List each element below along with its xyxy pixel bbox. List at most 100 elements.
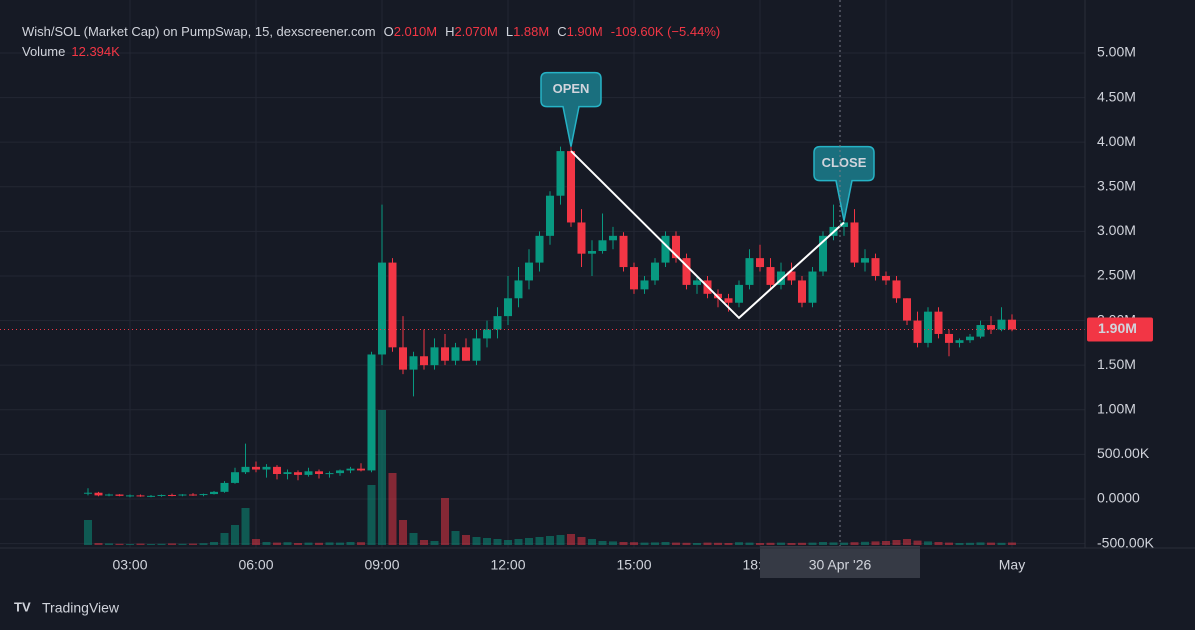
logo: TV: [14, 599, 31, 614]
volume-bar: [157, 543, 166, 545]
x-tick-label: May: [999, 557, 1025, 573]
candle-body: [252, 466, 260, 470]
volume-bar: [546, 536, 554, 545]
x-tick-label: 15:00: [616, 557, 651, 573]
candle-body: [766, 267, 775, 285]
volume-bar: [525, 538, 533, 545]
callout-label: OPEN: [553, 81, 590, 96]
volume-bar: [745, 542, 754, 545]
volume-bar: [577, 537, 586, 545]
candle-body: [409, 356, 418, 370]
candle-body: [735, 284, 743, 303]
volume-bar: [997, 542, 1006, 545]
candle-body: [168, 494, 176, 496]
volume-bar: [924, 541, 932, 545]
volume-bar: [126, 544, 134, 545]
y-tick-label: -500.00K: [1097, 534, 1154, 550]
volume-bar: [220, 533, 229, 545]
candle-body: [441, 347, 449, 361]
volume-bar: [346, 542, 355, 545]
candle-body: [672, 235, 680, 259]
volume-bar: [178, 543, 187, 545]
candle-body: [871, 258, 880, 276]
y-tick-label: 3.50M: [1097, 177, 1136, 193]
candle-body: [619, 235, 628, 268]
trend-line: [570, 150, 845, 320]
volume-bar: [903, 539, 911, 545]
candle-body: [588, 251, 596, 254]
volume-bar: [462, 535, 470, 545]
volume-bar: [609, 541, 617, 545]
volume-bar: [283, 542, 292, 545]
candle-body: [147, 495, 155, 497]
candle-body: [304, 471, 313, 475]
volume-bar: [357, 542, 365, 545]
candle-body: [892, 280, 901, 299]
volume-bar: [661, 542, 670, 545]
header-text: L: [506, 24, 513, 39]
candle-body: [682, 258, 691, 285]
volume-bar: [682, 542, 691, 545]
volume-bar: [934, 542, 943, 545]
header-text: 2.010M: [394, 24, 437, 39]
volume-bar: [294, 543, 302, 545]
header-text: 1.90M: [567, 24, 603, 39]
candle-body: [609, 235, 617, 241]
candle-body: [336, 470, 344, 474]
overlays: -500.00K0.0000500.00K1.00M1.50M2.00M2.50…: [0, 0, 1154, 578]
callout-label: CLOSE: [822, 155, 867, 170]
volume-bar: [409, 533, 418, 545]
volume-bar: [735, 542, 743, 545]
crosshair-label: 30 Apr '26: [809, 557, 872, 573]
y-tick-label: 3.00M: [1097, 222, 1136, 238]
candle-body: [798, 280, 806, 303]
candle-body: [640, 280, 649, 290]
candle-body: [777, 271, 785, 285]
candle-body: [567, 151, 575, 223]
volume-bar: [535, 537, 544, 545]
candle-body: [399, 347, 407, 370]
candle-body: [924, 311, 932, 343]
candle-body: [220, 482, 229, 492]
price-label: 1.90M: [1098, 320, 1137, 336]
volume-bar: [472, 537, 481, 545]
volume-bar: [105, 543, 113, 545]
candle-body: [882, 275, 890, 281]
volume-bar: [147, 544, 155, 545]
volume-bar: [976, 542, 985, 545]
candle-body: [787, 271, 796, 281]
volume-bar: [483, 538, 491, 545]
candle-body: [577, 222, 586, 254]
volume-bar: [987, 542, 995, 545]
volume-bar: [945, 542, 953, 545]
volume-bar: [882, 541, 890, 545]
header-text: O: [384, 24, 394, 39]
volume-bar: [1008, 542, 1016, 545]
volume-bar: [556, 535, 565, 545]
volume-bar: [378, 410, 386, 545]
candle-body: [430, 347, 439, 366]
volume-bar: [273, 542, 281, 545]
candle-body: [451, 347, 460, 361]
header-row: Volume 12.394K: [22, 44, 120, 59]
candle-body: [84, 492, 92, 494]
candle-body: [997, 319, 1006, 330]
candle-body: [1008, 319, 1016, 330]
header-text: H: [445, 24, 454, 39]
candle-body: [115, 494, 124, 496]
candle-body: [483, 329, 491, 339]
candle-body: [105, 494, 113, 496]
y-tick-label: 500.00K: [1097, 445, 1150, 461]
volume-bar: [913, 540, 922, 545]
volume-bar: [504, 540, 512, 545]
volume-bar: [514, 539, 523, 545]
volume-bar: [252, 539, 260, 545]
candle-body: [945, 333, 953, 343]
candle-body: [241, 466, 250, 473]
volume-bar: [693, 543, 701, 545]
volume-bar: [420, 540, 428, 545]
y-tick-label: 5.00M: [1097, 44, 1136, 60]
candle-body: [378, 262, 386, 355]
volume-bar: [672, 542, 680, 545]
